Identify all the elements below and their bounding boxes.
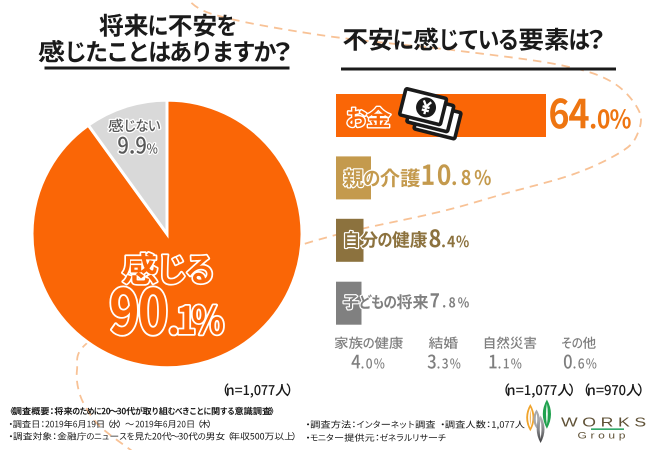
- svg-text:WORKS: WORKS: [561, 415, 650, 429]
- svg-text:Group: Group: [578, 431, 630, 441]
